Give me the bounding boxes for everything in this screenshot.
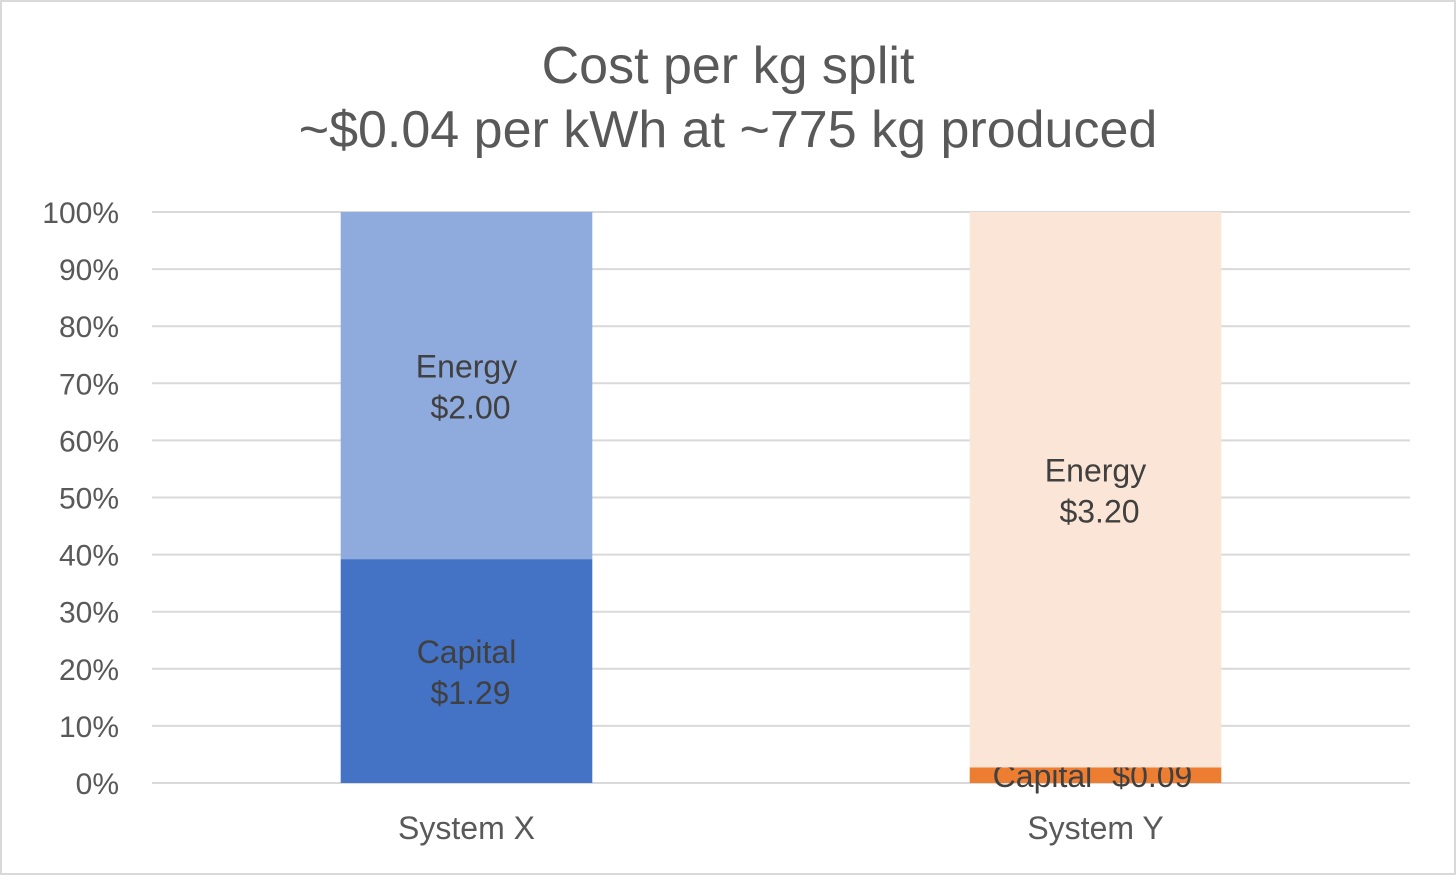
bar-segment-energy — [969, 212, 1222, 768]
bar-segment-capital — [340, 559, 593, 783]
chart-subtitle: ~$0.04 per kWh at ~775 kg produced — [298, 101, 1158, 159]
y-tick-label: 30% — [59, 597, 119, 630]
x-category-label: System Y — [1027, 810, 1163, 846]
segment-value-label: $3.20 — [1059, 494, 1139, 530]
segment-value-label: $1.29 — [430, 675, 510, 711]
y-tick-label: 50% — [59, 483, 119, 516]
y-tick-label: 90% — [59, 254, 119, 287]
y-tick-label: 70% — [59, 368, 119, 401]
chart-title-block: Cost per kg split ~$0.04 per kWh at ~775… — [0, 34, 1456, 162]
bar-system-x: Capital $1.29 Energy $2.00 — [340, 212, 593, 783]
segment-name-label: Capital — [417, 634, 517, 670]
bar-segment-energy — [340, 212, 593, 560]
y-tick-label: 0% — [76, 768, 119, 801]
x-axis-categories: System X System Y — [398, 810, 1164, 846]
segment-value-label: $2.00 — [430, 390, 510, 426]
y-axis-ticks: 0% 10% 20% 30% 40% 50% 60% 70% 80% 90% 100% — [42, 197, 119, 801]
y-tick-label: 40% — [59, 540, 119, 573]
y-tick-label: 60% — [59, 425, 119, 458]
x-category-label: System X — [398, 810, 535, 846]
bar-segment-capital — [969, 767, 1222, 783]
chart-title: Cost per kg split — [541, 37, 915, 95]
segment-name-label: Energy — [1045, 453, 1146, 489]
segment-name-label: Energy — [416, 349, 517, 385]
y-tick-label: 100% — [42, 197, 119, 230]
y-tick-label: 80% — [59, 311, 119, 344]
y-tick-label: 10% — [59, 711, 119, 744]
y-tick-label: 20% — [59, 654, 119, 687]
